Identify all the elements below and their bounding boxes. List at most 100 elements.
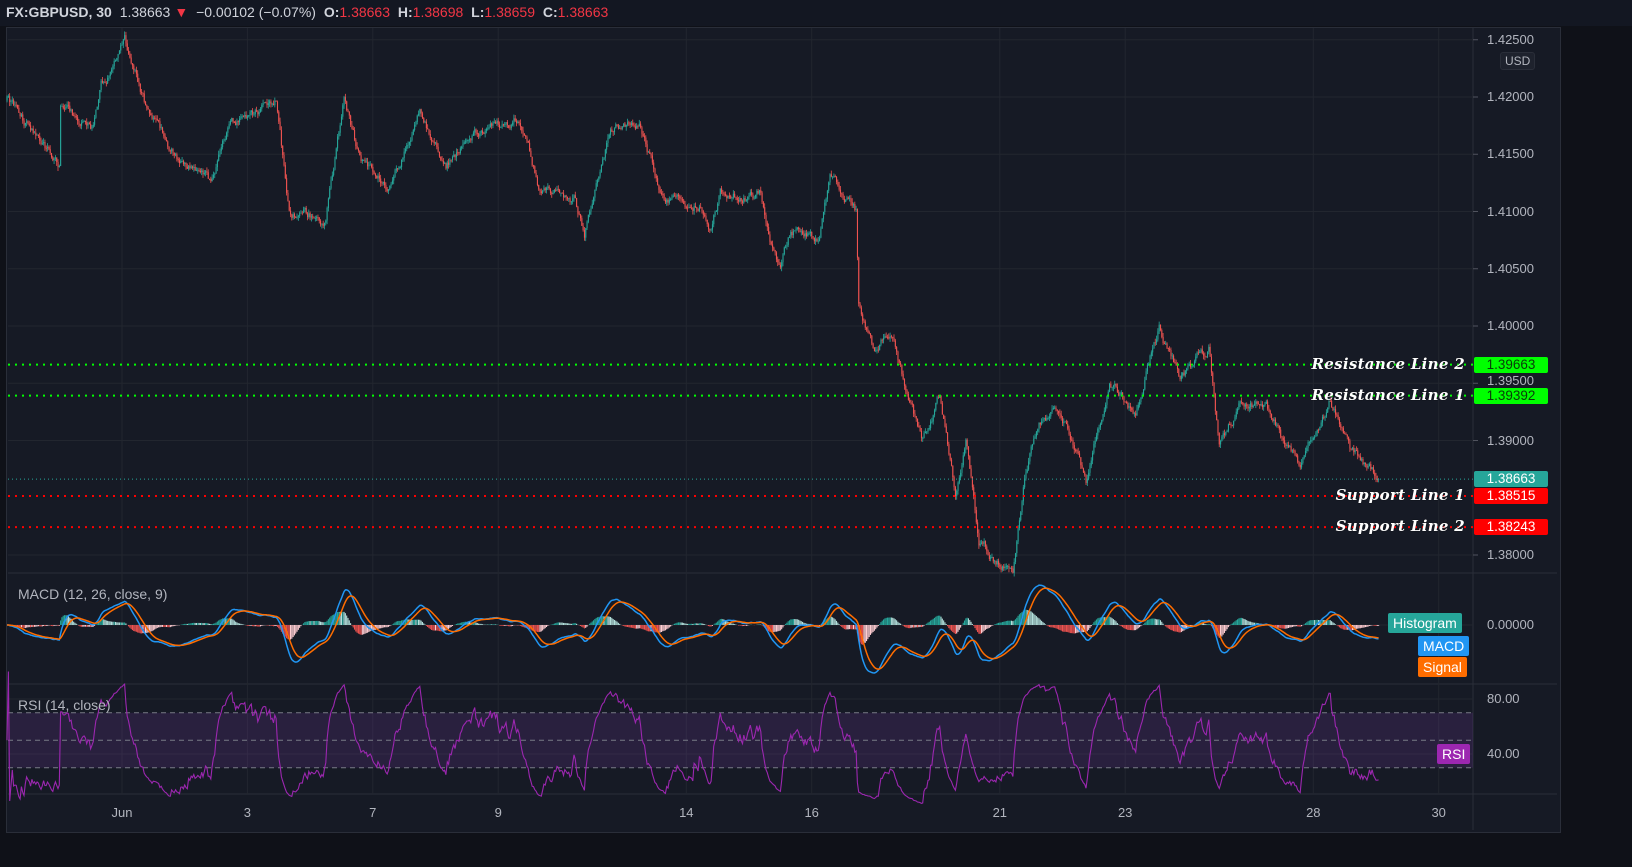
candle: [1303, 454, 1305, 460]
candle: [913, 403, 915, 418]
currency-badge[interactable]: USD: [1500, 52, 1536, 70]
candle: [368, 161, 370, 170]
candle: [612, 130, 614, 136]
candle: [672, 193, 674, 198]
candle: [548, 185, 550, 191]
candle: [1365, 462, 1367, 468]
candle: [493, 118, 495, 124]
legend-macd: MACD: [1418, 636, 1470, 656]
candle: [1095, 432, 1098, 442]
candle: [193, 164, 195, 172]
candle: [259, 106, 262, 113]
candle: [1132, 406, 1134, 415]
candle: [374, 172, 377, 179]
candle: [966, 438, 968, 450]
candle: [1248, 404, 1250, 413]
candle: [838, 181, 840, 192]
candle: [86, 118, 88, 130]
candle: [228, 121, 230, 130]
candle: [525, 134, 527, 140]
candle: [736, 195, 738, 204]
candle: [502, 123, 505, 127]
candle: [312, 213, 314, 220]
candle: [521, 126, 523, 134]
candle: [862, 312, 864, 325]
level-label[interactable]: Resistance Line 1: [1311, 385, 1465, 404]
candle: [693, 203, 695, 215]
candle: [535, 169, 537, 178]
candle: [670, 197, 672, 201]
candle: [1190, 359, 1192, 369]
candle: [436, 140, 438, 150]
candle: [1018, 517, 1020, 531]
candle: [1350, 448, 1352, 451]
candle: [1250, 400, 1252, 411]
candle: [1351, 446, 1354, 451]
candle: [1101, 419, 1103, 426]
candle: [107, 75, 109, 85]
candle: [1082, 467, 1084, 473]
candle: [437, 143, 439, 153]
candle: [710, 228, 712, 232]
candle: [1077, 447, 1079, 455]
candle: [1286, 442, 1288, 449]
macd-title[interactable]: MACD (12, 26, close, 9): [18, 586, 168, 602]
candle: [774, 249, 776, 256]
candle: [849, 195, 851, 202]
candle: [960, 469, 962, 481]
symbol-title[interactable]: FX:GBPUSD, 30: [6, 4, 112, 20]
candle: [1154, 338, 1156, 346]
candle: [476, 129, 478, 138]
candle: [352, 126, 354, 131]
candle: [947, 432, 949, 447]
candle: [1020, 511, 1022, 522]
candle: [606, 140, 608, 154]
candle: [579, 213, 582, 222]
candle: [952, 465, 954, 482]
candle: [1252, 404, 1254, 409]
candle: [726, 194, 728, 202]
candle: [1209, 343, 1211, 357]
candle: [1005, 563, 1007, 570]
level-label[interactable]: Support Line 2: [1335, 517, 1465, 536]
candle: [1239, 400, 1241, 408]
candle: [1336, 412, 1338, 417]
candle: [485, 127, 488, 134]
candle: [988, 552, 990, 562]
candle: [717, 202, 719, 215]
candle: [556, 185, 558, 192]
candle: [585, 227, 587, 242]
candle: [1045, 414, 1047, 421]
level-label[interactable]: Support Line 1: [1335, 486, 1465, 505]
candle: [314, 215, 316, 222]
candle: [1025, 468, 1027, 481]
candle: [504, 121, 506, 128]
candle: [943, 414, 945, 419]
candle: [723, 191, 725, 197]
level-label[interactable]: Resistance Line 2: [1311, 354, 1465, 373]
candle: [1331, 397, 1333, 408]
candle: [56, 157, 58, 166]
candle: [1242, 402, 1244, 406]
candle: [195, 167, 198, 172]
candle: [610, 127, 612, 138]
candle: [798, 226, 800, 233]
candle: [378, 171, 380, 182]
candle: [611, 126, 613, 133]
candle: [236, 118, 238, 129]
candle: [559, 188, 561, 194]
candle: [583, 226, 586, 241]
rsi-title[interactable]: RSI (14, close): [18, 697, 111, 713]
candle: [1375, 472, 1377, 483]
candle: [429, 130, 431, 141]
candle: [858, 256, 860, 307]
candle: [1080, 457, 1082, 469]
candle: [467, 139, 469, 144]
candle: [762, 201, 764, 209]
candle: [1054, 405, 1056, 410]
candle: [202, 168, 204, 178]
candle: [14, 101, 16, 108]
candle: [734, 191, 736, 198]
candle: [932, 414, 934, 425]
